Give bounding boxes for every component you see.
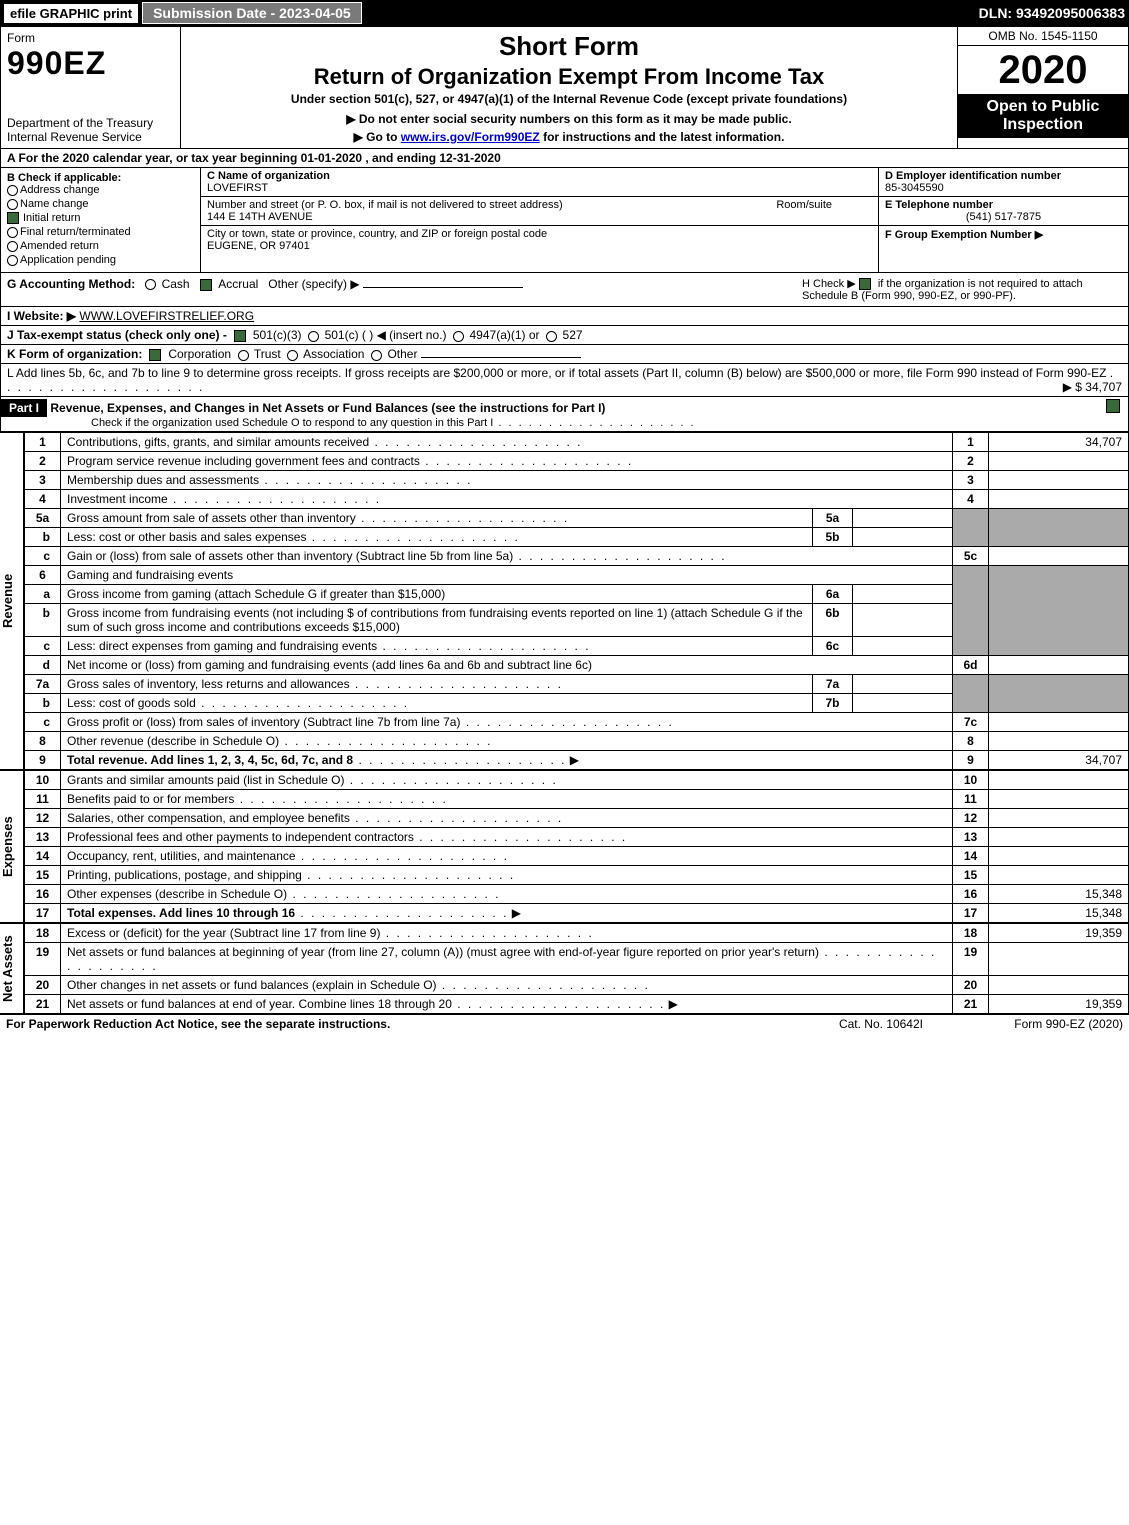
net-assets-side-label: Net Assets [0,923,24,1014]
efile-print-button[interactable]: efile GRAPHIC print [4,4,138,23]
city-state-zip: EUGENE, OR 97401 [207,240,310,252]
top-bar: efile GRAPHIC print Submission Date - 20… [0,0,1129,26]
line-21-amount: 19,359 [989,995,1129,1014]
form-footer-label: Form 990-EZ (2020) [923,1017,1123,1031]
part-i-title: Revenue, Expenses, and Changes in Net As… [50,401,605,415]
column-b-checkboxes: B Check if applicable: Address change Na… [1,168,201,272]
org-name: LOVEFIRST [207,182,268,194]
short-form-title: Short Form [189,31,949,62]
line-9-total-revenue: 34,707 [989,751,1129,770]
row-j-tax-exempt: J Tax-exempt status (check only one) - 5… [0,326,1129,345]
column-d-e-f: D Employer identification number 85-3045… [878,168,1128,272]
row-g-h: G Accounting Method: Cash Accrual Other … [0,273,1129,307]
radio-other-org[interactable] [371,350,382,361]
radio-527[interactable] [546,331,557,342]
line-18-amount: 19,359 [989,924,1129,943]
chk-initial-return[interactable]: Initial return [7,212,194,224]
form-header: Form 990EZ Department of the Treasury In… [0,26,1129,149]
line-17-total-expenses: 15,348 [989,904,1129,923]
row-i-website: I Website: ▶ WWW.LOVEFIRSTRELIEF.ORG [0,307,1129,326]
radio-cash[interactable] [145,279,156,290]
row-k-form-of-org: K Form of organization: Corporation Trus… [0,345,1129,364]
section-b-through-f: B Check if applicable: Address change Na… [0,168,1129,273]
page-footer: For Paperwork Reduction Act Notice, see … [0,1014,1129,1033]
goto-text: ▶ Go to www.irs.gov/Form990EZ for instru… [189,130,949,144]
paperwork-notice: For Paperwork Reduction Act Notice, see … [6,1017,839,1031]
form-word: Form [7,31,174,45]
row-l-gross-receipts: L Add lines 5b, 6c, and 7b to line 9 to … [0,364,1129,397]
name-label: C Name of organization [207,170,330,182]
chk-amended-return[interactable]: Amended return [7,240,194,252]
open-to-public-badge: Open to Public Inspection [958,94,1128,138]
revenue-table: 1Contributions, gifts, grants, and simil… [24,432,1129,770]
goto-link[interactable]: www.irs.gov/Form990EZ [401,130,540,144]
ein-value: 85-3045590 [885,182,944,194]
other-specify-input[interactable] [363,287,523,288]
chk-final-return[interactable]: Final return/terminated [7,226,194,238]
expenses-table: 10Grants and similar amounts paid (list … [24,770,1129,923]
chk-name-change[interactable]: Name change [7,198,194,210]
website-value: WWW.LOVEFIRSTRELIEF.ORG [79,309,254,323]
chk-h-schedule-b[interactable] [859,278,871,290]
catalog-number: Cat. No. 10642I [839,1017,923,1031]
net-assets-table: 18Excess or (deficit) for the year (Subt… [24,923,1129,1014]
other-specify: Other (specify) ▶ [268,277,359,291]
tax-year: 2020 [958,46,1128,94]
chk-501c3[interactable] [234,330,246,342]
street-address: 144 E 14TH AVENUE [207,211,313,223]
omb-number: OMB No. 1545-1150 [958,27,1128,46]
city-label: City or town, state or province, country… [207,228,547,240]
form-number: 990EZ [7,45,174,82]
revenue-side-label: Revenue [0,432,24,770]
header-middle: Short Form Return of Organization Exempt… [181,27,958,148]
dln-label: DLN: 93492095006383 [979,5,1125,21]
header-left: Form 990EZ Department of the Treasury In… [1,27,181,148]
addr-label: Number and street (or P. O. box, if mail… [207,199,563,211]
tel-label: E Telephone number [885,199,993,211]
do-not-enter-text: ▶ Do not enter social security numbers o… [189,112,949,126]
header-right: OMB No. 1545-1150 2020 Open to Public In… [958,27,1128,148]
line-16-amount: 15,348 [989,885,1129,904]
row-a-tax-year: A For the 2020 calendar year, or tax yea… [0,149,1129,168]
group-exemption-label: F Group Exemption Number ▶ [885,229,1043,241]
radio-association[interactable] [287,350,298,361]
under-section-text: Under section 501(c), 527, or 4947(a)(1)… [189,92,949,106]
goto-post: for instructions and the latest informat… [540,130,785,144]
row-h: H Check ▶ if the organization is not req… [802,277,1122,302]
chk-corporation[interactable] [149,349,161,361]
radio-trust[interactable] [238,350,249,361]
roomsuite-label: Room/suite [776,199,832,211]
department-label: Department of the Treasury Internal Reve… [7,116,174,144]
chk-schedule-o-part-i[interactable] [1106,399,1120,413]
accounting-method-label: G Accounting Method: [7,277,135,291]
other-org-input[interactable] [421,357,581,358]
col-b-title: B Check if applicable: [7,172,194,184]
gross-receipts-amount: ▶ $ 34,707 [1063,380,1122,394]
part-i-bar: Part I [1,399,47,417]
expenses-side-label: Expenses [0,770,24,923]
part-i-checkif: Check if the organization used Schedule … [1,417,1128,429]
chk-application-pending[interactable]: Application pending [7,254,194,266]
line-1-amount: 34,707 [989,433,1129,452]
column-c-org-info: C Name of organization LOVEFIRST Number … [201,168,878,272]
form-title: Return of Organization Exempt From Incom… [189,64,949,90]
telephone-value: (541) 517-7875 [885,211,1122,223]
ein-label: D Employer identification number [885,170,1061,182]
radio-4947[interactable] [453,331,464,342]
part-i-header: Part I Revenue, Expenses, and Changes in… [0,397,1129,432]
submission-date-badge: Submission Date - 2023-04-05 [142,2,362,24]
goto-pre: ▶ Go to [354,130,401,144]
chk-address-change[interactable]: Address change [7,184,194,196]
radio-501c[interactable] [308,331,319,342]
chk-accrual[interactable] [200,279,212,291]
